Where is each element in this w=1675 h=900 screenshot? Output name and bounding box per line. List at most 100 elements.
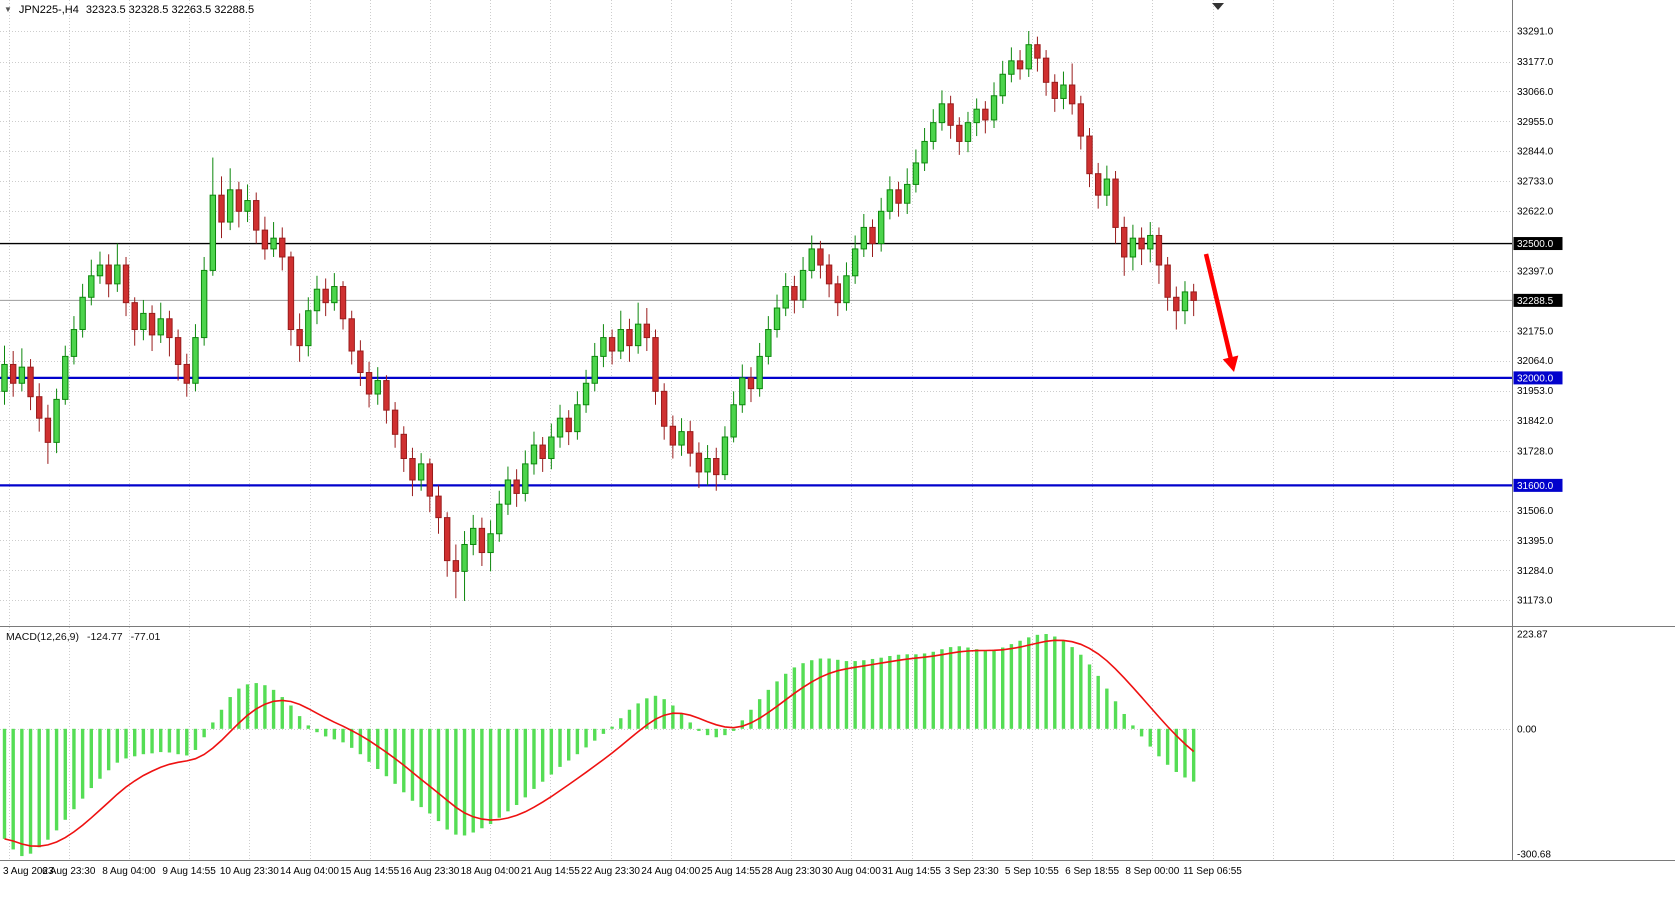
time-axis-label: 16 Aug 23:30 bbox=[400, 866, 459, 877]
macd-histogram-bar bbox=[679, 713, 684, 729]
macd-title: MACD(12,26,9) bbox=[6, 631, 79, 643]
price-badge-label: 32500.0 bbox=[1517, 239, 1554, 250]
price-badge bbox=[1513, 371, 1563, 385]
price-axis-label: 31284.0 bbox=[1517, 566, 1554, 577]
chart-grid bbox=[0, 0, 1512, 860]
macd-histogram-bar bbox=[237, 688, 241, 729]
price-chart-area[interactable] bbox=[0, 0, 1512, 626]
macd-chart-area[interactable] bbox=[0, 627, 1512, 860]
macd-histogram-bar bbox=[115, 728, 120, 763]
macd-histogram-bar bbox=[575, 728, 580, 755]
macd-histogram-bar bbox=[697, 728, 701, 731]
price-axis-label: 31506.0 bbox=[1517, 506, 1554, 517]
time-axis-label: 6 Sep 18:55 bbox=[1065, 866, 1119, 877]
macd-histogram-bar bbox=[653, 695, 658, 729]
macd-histogram-bar bbox=[263, 685, 267, 729]
time-axis-label: 5 Sep 10:55 bbox=[1005, 866, 1059, 877]
macd-histogram-bar bbox=[358, 728, 363, 755]
price-badge-label: 32288.5 bbox=[1517, 296, 1554, 307]
macd-histogram-bar bbox=[1096, 675, 1100, 729]
macd-histogram-bar bbox=[723, 728, 727, 736]
macd-histogram-bar bbox=[1122, 713, 1126, 729]
macd-axis-label: 223.87 bbox=[1517, 630, 1548, 641]
macd-histogram-bar bbox=[532, 728, 536, 789]
macd-histogram-bar bbox=[271, 689, 276, 729]
macd-histogram-bar bbox=[185, 728, 189, 756]
macd-histogram-bar bbox=[488, 728, 493, 825]
macd-histogram-bar bbox=[1044, 634, 1048, 729]
macd-histogram-bar bbox=[428, 728, 432, 814]
macd-histogram-bar bbox=[523, 728, 527, 798]
macd-histogram-bar bbox=[245, 684, 250, 729]
macd-panel bbox=[2, 634, 1196, 857]
ohlc-values: 32323.5 32328.5 32263.5 32288.5 bbox=[85, 4, 255, 16]
time-axis-label: 22 Aug 23:30 bbox=[581, 866, 640, 877]
macd-histogram-bar bbox=[1139, 728, 1144, 737]
price-axis-label: 32397.0 bbox=[1517, 267, 1554, 278]
time-axis-label: 15 Aug 14:55 bbox=[340, 866, 399, 877]
macd-histogram-bar bbox=[671, 705, 675, 729]
time-axis-label: 10 Aug 23:30 bbox=[220, 866, 279, 877]
time-axis-label: 6 Aug 23:30 bbox=[42, 866, 96, 877]
macd-histogram-bar bbox=[202, 728, 206, 738]
macd-histogram-bar bbox=[784, 673, 788, 729]
macd-histogram-bar bbox=[393, 728, 397, 784]
price-axis[interactable]: 33291.0 33177.0 33066.0 32955.0 32844.0 32733… bbox=[1513, 27, 1563, 607]
macd-histogram-bar bbox=[983, 650, 988, 729]
macd-histogram-bar bbox=[558, 728, 562, 767]
price-badge-label: 31600.0 bbox=[1517, 481, 1554, 492]
macd-histogram-bar bbox=[1183, 728, 1187, 778]
macd-histogram-bar bbox=[905, 654, 909, 729]
macd-histogram-bar bbox=[419, 728, 423, 808]
macd-histogram-bar bbox=[159, 728, 163, 753]
macd-histogram-bar bbox=[714, 728, 718, 738]
macd-histogram-bar bbox=[914, 654, 918, 729]
price-axis-label: 32955.0 bbox=[1517, 117, 1554, 128]
macd-histogram-bar bbox=[37, 728, 41, 848]
macd-histogram-bar bbox=[332, 728, 337, 740]
macd-histogram-bar bbox=[775, 681, 779, 729]
macd-histogram-bar bbox=[28, 728, 33, 854]
macd-histogram-bar bbox=[601, 728, 606, 734]
macd-histogram-bar bbox=[106, 728, 111, 771]
down-arrow-annotation[interactable] bbox=[1203, 253, 1239, 372]
macd-histogram-bar bbox=[1105, 688, 1109, 729]
macd-histogram-bar bbox=[627, 709, 632, 729]
macd-histogram-bar bbox=[957, 646, 961, 729]
macd-histogram-bar bbox=[740, 720, 744, 729]
macd-histogram-bar bbox=[436, 728, 441, 822]
macd-histogram-bar bbox=[966, 647, 970, 729]
time-axis-label: 3 Sep 23:30 bbox=[945, 866, 999, 877]
macd-histogram-bar bbox=[350, 728, 354, 748]
macd-histogram-bar bbox=[940, 649, 944, 729]
macd-histogram-bar bbox=[54, 728, 59, 831]
time-axis-label: 11 Sep 06:55 bbox=[1183, 866, 1242, 877]
price-axis-label: 32064.0 bbox=[1517, 356, 1554, 367]
one-click-trading-icon[interactable]: ▼ bbox=[4, 5, 12, 14]
macd-histogram-bar bbox=[1018, 640, 1022, 729]
macd-histogram-bar bbox=[1087, 664, 1092, 729]
macd-histogram-bar bbox=[1061, 640, 1066, 729]
macd-histogram-bar bbox=[376, 728, 380, 770]
macd-histogram-bar bbox=[879, 657, 883, 729]
macd-histogram-bar bbox=[211, 722, 215, 729]
price-badge bbox=[1513, 478, 1563, 492]
macd-histogram-bar bbox=[193, 728, 198, 750]
macd-histogram-bar bbox=[167, 728, 172, 753]
time-axis-label: 18 Aug 04:00 bbox=[461, 866, 520, 877]
macd-histogram-bar bbox=[584, 728, 588, 748]
symbol-info-bar: ▼ JPN225-,H4 32323.5 32328.5 32263.5 322… bbox=[4, 4, 254, 16]
macd-histogram-bar bbox=[731, 728, 736, 731]
macd-histogram-bar bbox=[46, 728, 50, 840]
macd-histogram-bar bbox=[133, 728, 137, 757]
macd-histogram-bar bbox=[1191, 728, 1196, 782]
macd-histogram-bar bbox=[402, 728, 406, 793]
macd-histogram-bar bbox=[1131, 725, 1135, 729]
macd-histogram-bar bbox=[20, 728, 24, 857]
chart-shift-marker[interactable] bbox=[1212, 3, 1224, 10]
macd-axis[interactable]: 223.87 0.00 -300.68 bbox=[1517, 630, 1551, 861]
macd-histogram-bar bbox=[141, 728, 146, 755]
